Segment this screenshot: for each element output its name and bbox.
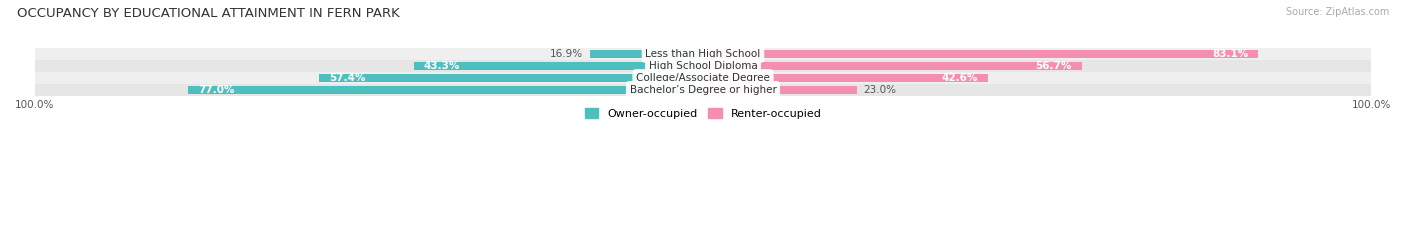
Text: Less than High School: Less than High School	[645, 49, 761, 59]
Text: Bachelor’s Degree or higher: Bachelor’s Degree or higher	[630, 85, 776, 95]
Text: OCCUPANCY BY EDUCATIONAL ATTAINMENT IN FERN PARK: OCCUPANCY BY EDUCATIONAL ATTAINMENT IN F…	[17, 7, 399, 20]
Text: 23.0%: 23.0%	[863, 85, 897, 95]
Bar	[188, 86, 703, 94]
Bar	[703, 74, 987, 82]
Text: 42.6%: 42.6%	[941, 73, 977, 83]
Bar	[703, 50, 1258, 58]
Bar	[35, 72, 1371, 84]
Bar	[35, 60, 1371, 72]
Bar	[35, 48, 1371, 60]
Text: 77.0%: 77.0%	[198, 85, 235, 95]
Bar	[35, 84, 1371, 96]
Bar	[703, 86, 856, 94]
Text: 16.9%: 16.9%	[550, 49, 583, 59]
Text: 56.7%: 56.7%	[1036, 61, 1071, 71]
Bar	[703, 62, 1083, 70]
Text: Source: ZipAtlas.com: Source: ZipAtlas.com	[1285, 7, 1389, 17]
Bar	[319, 74, 703, 82]
Text: 83.1%: 83.1%	[1212, 49, 1249, 59]
Bar	[591, 50, 703, 58]
Legend: Owner-occupied, Renter-occupied: Owner-occupied, Renter-occupied	[585, 108, 821, 119]
Text: 57.4%: 57.4%	[329, 73, 366, 83]
Text: High School Diploma: High School Diploma	[648, 61, 758, 71]
Text: College/Associate Degree: College/Associate Degree	[636, 73, 770, 83]
Text: 43.3%: 43.3%	[423, 61, 460, 71]
Bar	[413, 62, 703, 70]
